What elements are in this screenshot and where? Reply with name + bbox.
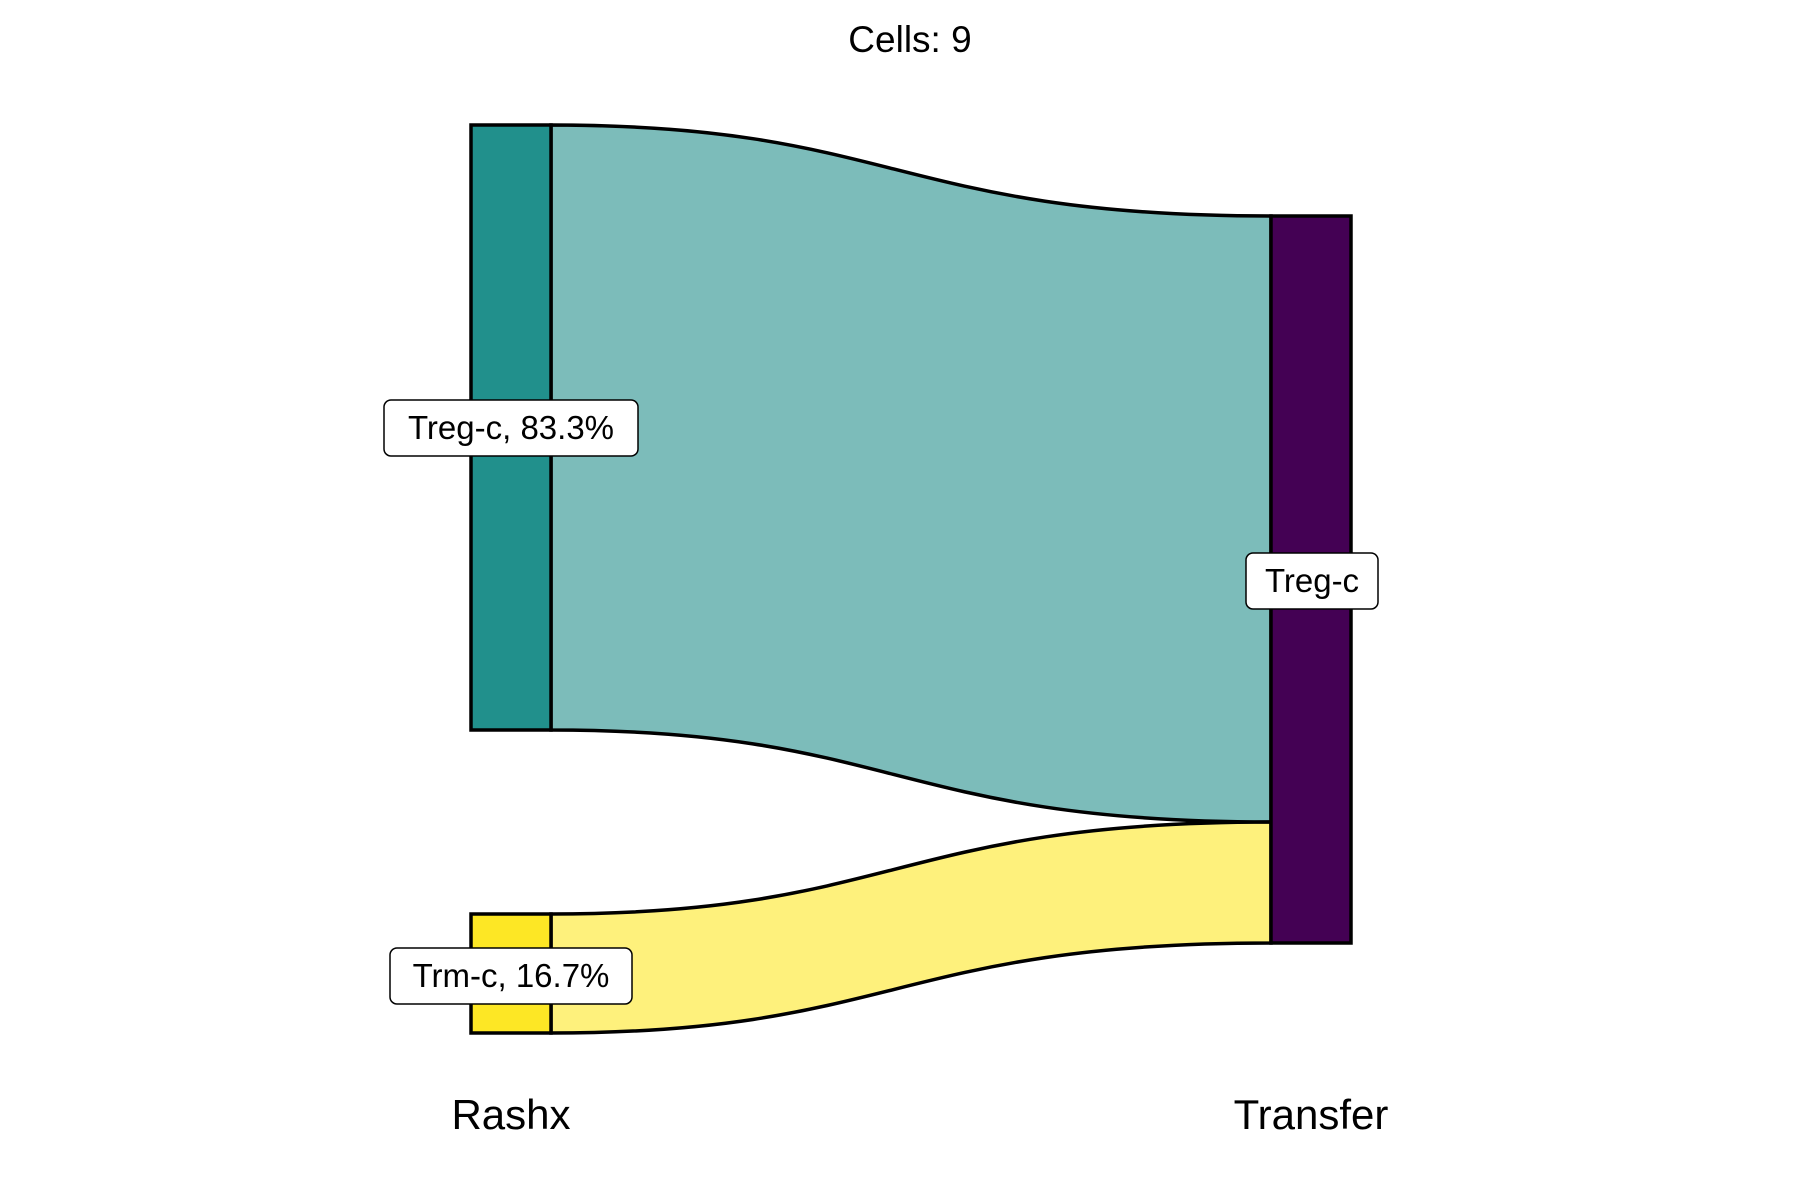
flow-treg-to-treg: [549, 123, 1273, 824]
label-treg-c-left-text: Treg-c, 83.3%: [408, 409, 614, 446]
label-treg-c-right: Treg-c: [1245, 552, 1379, 610]
flows: [549, 123, 1273, 1035]
axis-label-transfer: Transfer: [1234, 1091, 1389, 1138]
label-treg-c-right-text: Treg-c: [1265, 562, 1359, 599]
chart-title: Cells: 9: [848, 19, 971, 60]
flow-trm-to-treg: [549, 820, 1273, 1035]
axis-label-rashx: Rashx: [451, 1091, 570, 1138]
left-axis-strata: [469, 123, 553, 1035]
label-treg-c-left: Treg-c, 83.3%: [383, 399, 639, 457]
label-trm-c-left: Trm-c, 16.7%: [389, 947, 633, 1005]
label-trm-c-left-text: Trm-c, 16.7%: [413, 957, 610, 994]
